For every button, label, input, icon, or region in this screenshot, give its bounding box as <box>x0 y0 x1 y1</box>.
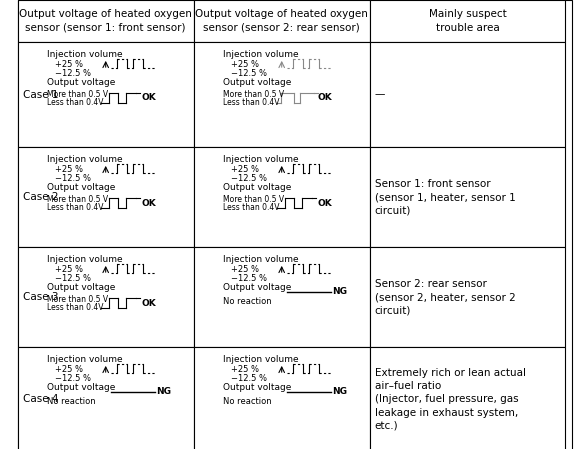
Text: No reaction: No reaction <box>47 397 96 406</box>
Text: Less than 0.4V: Less than 0.4V <box>223 203 279 212</box>
Text: NG: NG <box>332 287 347 296</box>
Text: NG: NG <box>156 387 171 396</box>
Text: Injection volume: Injection volume <box>47 155 123 164</box>
Text: OK: OK <box>142 93 156 102</box>
Text: Output voltage: Output voltage <box>47 283 115 292</box>
Bar <box>18 347 194 449</box>
Text: Case 2: Case 2 <box>23 192 58 202</box>
Text: Injection volume: Injection volume <box>47 355 123 364</box>
Bar <box>194 247 370 347</box>
Text: Output voltage of heated oxygen
sensor (sensor 2: rear sensor): Output voltage of heated oxygen sensor (… <box>195 9 368 33</box>
Text: Output voltage: Output voltage <box>223 183 291 192</box>
Text: More than 0.5 V: More than 0.5 V <box>223 195 284 204</box>
Text: Less than 0.4V: Less than 0.4V <box>47 203 103 212</box>
Text: Injection volume: Injection volume <box>223 255 299 264</box>
Text: —: — <box>374 89 385 100</box>
Text: Injection volume: Injection volume <box>223 155 299 164</box>
Bar <box>18 42 194 147</box>
Bar <box>18 0 194 42</box>
Bar <box>194 42 370 147</box>
Text: Injection volume: Injection volume <box>47 255 123 264</box>
Text: NG: NG <box>332 387 347 396</box>
Text: +25 %: +25 % <box>55 60 83 69</box>
Bar <box>370 0 565 42</box>
Text: More than 0.5 V: More than 0.5 V <box>47 295 108 304</box>
Bar <box>194 147 370 247</box>
Text: Output voltage: Output voltage <box>223 78 291 87</box>
Text: OK: OK <box>318 198 332 207</box>
Bar <box>370 147 565 247</box>
Bar <box>370 347 565 449</box>
Text: +25 %: +25 % <box>231 365 259 374</box>
Text: −12.5 %: −12.5 % <box>55 174 91 183</box>
Text: +25 %: +25 % <box>55 265 83 274</box>
Text: More than 0.5 V: More than 0.5 V <box>47 195 108 204</box>
Text: −12.5 %: −12.5 % <box>231 274 267 283</box>
Text: OK: OK <box>142 198 156 207</box>
Text: Sensor 1: front sensor
(sensor 1, heater, sensor 1
circuit): Sensor 1: front sensor (sensor 1, heater… <box>374 179 515 215</box>
Text: More than 0.5 V: More than 0.5 V <box>47 90 108 99</box>
Text: +25 %: +25 % <box>231 60 259 69</box>
Text: +25 %: +25 % <box>231 265 259 274</box>
Text: OK: OK <box>318 93 332 102</box>
Text: Mainly suspect
trouble area: Mainly suspect trouble area <box>429 9 507 33</box>
Bar <box>194 347 370 449</box>
Text: Injection volume: Injection volume <box>223 355 299 364</box>
Text: Sensor 2: rear sensor
(sensor 2, heater, sensor 2
circuit): Sensor 2: rear sensor (sensor 2, heater,… <box>374 279 515 315</box>
Text: No reaction: No reaction <box>223 297 272 306</box>
Text: Output voltage: Output voltage <box>223 383 291 392</box>
Text: OK: OK <box>142 299 156 308</box>
Text: Output voltage: Output voltage <box>47 383 115 392</box>
Text: +25 %: +25 % <box>55 165 83 174</box>
Text: −12.5 %: −12.5 % <box>55 69 91 78</box>
Text: Output voltage of heated oxygen
sensor (sensor 1: front sensor): Output voltage of heated oxygen sensor (… <box>19 9 192 33</box>
Bar <box>370 42 565 147</box>
Text: −12.5 %: −12.5 % <box>55 274 91 283</box>
Text: More than 0.5 V: More than 0.5 V <box>223 90 284 99</box>
Bar <box>194 0 370 42</box>
Text: Output voltage: Output voltage <box>223 283 291 292</box>
Text: +25 %: +25 % <box>231 165 259 174</box>
Text: Case 3: Case 3 <box>23 292 58 302</box>
Text: −12.5 %: −12.5 % <box>231 174 267 183</box>
Text: −12.5 %: −12.5 % <box>231 69 267 78</box>
Text: Case 4: Case 4 <box>23 395 58 405</box>
Bar <box>18 247 194 347</box>
Bar <box>370 247 565 347</box>
Text: Injection volume: Injection volume <box>223 50 299 59</box>
Text: Less than 0.4V: Less than 0.4V <box>47 98 103 107</box>
Text: No reaction: No reaction <box>223 397 272 406</box>
Text: −12.5 %: −12.5 % <box>55 374 91 383</box>
Text: −12.5 %: −12.5 % <box>231 374 267 383</box>
Text: +25 %: +25 % <box>55 365 83 374</box>
Text: Output voltage: Output voltage <box>47 78 115 87</box>
Text: Output voltage: Output voltage <box>47 183 115 192</box>
Bar <box>18 147 194 247</box>
Text: Less than 0.4V: Less than 0.4V <box>223 98 279 107</box>
Text: Less than 0.4V: Less than 0.4V <box>47 303 103 312</box>
Text: Extremely rich or lean actual
air–fuel ratio
(Injector, fuel pressure, gas
leaka: Extremely rich or lean actual air–fuel r… <box>374 368 526 431</box>
Text: Injection volume: Injection volume <box>47 50 123 59</box>
Text: Case 1: Case 1 <box>23 89 58 100</box>
